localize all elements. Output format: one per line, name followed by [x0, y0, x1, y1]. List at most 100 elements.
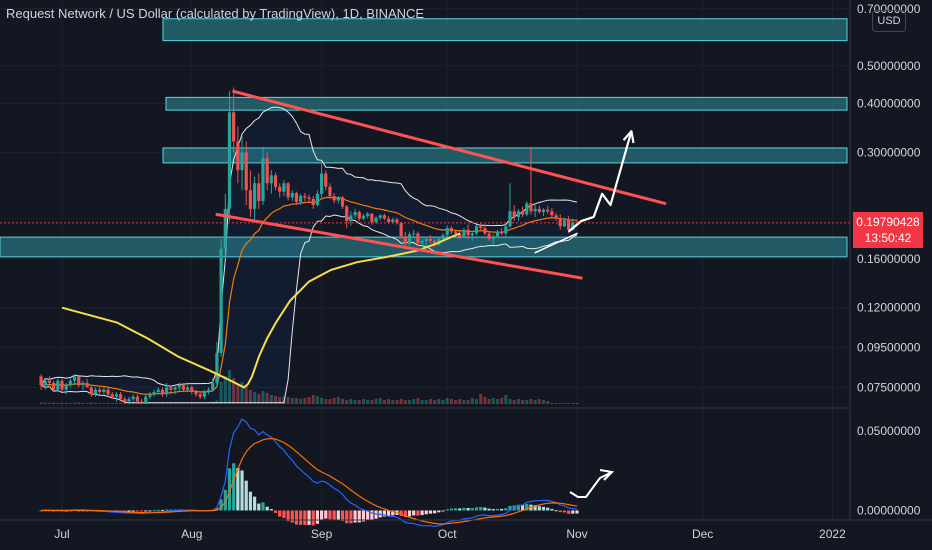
candle-body	[253, 183, 257, 209]
candle-body	[378, 215, 382, 218]
volume-bar	[215, 400, 219, 404]
macd-histogram-bar	[156, 509, 160, 511]
volume-bar	[387, 399, 391, 404]
macd-histogram-bar	[445, 509, 449, 511]
candle-body	[458, 233, 462, 238]
candle-body	[319, 173, 324, 194]
macd-histogram-bar	[299, 510, 303, 525]
candle-body	[93, 389, 98, 395]
volume-bar	[537, 399, 541, 404]
candle-body	[72, 376, 77, 381]
candle-body	[60, 380, 64, 390]
macd-histogram-bar	[265, 506, 269, 511]
macd-histogram-bar	[219, 499, 223, 511]
volume-bar	[424, 400, 428, 404]
volume-bar	[211, 402, 215, 404]
macd-histogram-bar	[345, 510, 349, 524]
price-tick-label: 0.07500000	[857, 380, 921, 394]
candle-body	[68, 380, 72, 386]
price-zone	[0, 236, 848, 258]
volume-bar	[274, 396, 278, 404]
price-axis[interactable]: 0.700000000.500000000.400000000.30000000…	[849, 0, 932, 550]
candle-body	[186, 387, 190, 390]
macd-histogram-bar	[236, 467, 240, 511]
candle-body	[516, 211, 520, 217]
volume-bar	[408, 400, 412, 404]
grid-lines	[0, 0, 850, 520]
candle-body	[336, 197, 340, 201]
macd-histogram-bar	[290, 510, 294, 523]
sma200-line	[61, 232, 461, 389]
candle-body	[453, 231, 458, 234]
trend-channel[interactable]	[215, 89, 667, 280]
macd-histogram-bar	[244, 480, 248, 511]
macd-histogram-bar	[495, 508, 500, 511]
candle-body	[500, 231, 504, 234]
macd-histogram-bar	[307, 510, 311, 525]
candle-body	[332, 195, 336, 201]
candlesticks	[39, 87, 579, 404]
time-tick-label: Dec	[692, 527, 713, 541]
macd-histogram-bar	[324, 510, 328, 519]
volume-bar	[131, 402, 135, 404]
projection-arrow[interactable]	[567, 130, 635, 233]
volume-bar	[361, 399, 365, 404]
candle-body	[211, 382, 215, 390]
volume-bar	[64, 402, 68, 404]
volume-bar	[575, 403, 579, 404]
macd-tick-label: 0.05000000	[857, 424, 921, 438]
candle-body	[508, 211, 512, 227]
candle-body	[370, 213, 374, 222]
volume-bar	[244, 386, 248, 404]
volume-bar	[307, 397, 311, 404]
price-tick-label: 0.16000000	[857, 252, 921, 266]
candle-body	[156, 389, 160, 392]
volume-bar	[106, 402, 110, 404]
candle-body	[77, 376, 81, 386]
volume-bar	[332, 398, 336, 404]
volume-bar	[73, 402, 77, 404]
macd-histogram-bar	[466, 508, 470, 511]
macd-histogram-bar	[537, 506, 541, 511]
volume-bar	[278, 397, 282, 404]
volume-bar	[495, 399, 499, 404]
time-axis[interactable]: Jul Aug Sep Oct Nov Dec 2022	[0, 519, 932, 541]
macd-histogram-bar	[361, 510, 366, 522]
macd-histogram-bar	[85, 510, 89, 512]
candle-body	[257, 183, 261, 202]
macd-histogram-bar	[336, 510, 340, 521]
macd-histogram-bar	[386, 510, 391, 517]
volume-bar	[546, 401, 550, 404]
currency-badge[interactable]: USD	[872, 10, 906, 32]
volume-bar	[119, 402, 123, 404]
macd-histogram-bar	[453, 508, 458, 511]
price-tick-label: 0.40000000	[857, 97, 921, 111]
macd-histogram-bar	[286, 510, 290, 522]
volume-bar	[232, 378, 236, 404]
volume-bar	[542, 400, 546, 404]
projection-arrowhead	[622, 130, 635, 144]
volume-bar	[261, 391, 265, 404]
macd-pane	[39, 418, 615, 527]
volume-bar	[160, 403, 164, 404]
candle-body	[391, 219, 395, 222]
macd-histogram-bar	[273, 510, 278, 513]
volume-bar	[165, 402, 169, 404]
macd-histogram-bar	[227, 468, 232, 511]
macd-histogram-bar	[39, 510, 43, 512]
volume-bar	[567, 403, 571, 404]
macd-histogram-bar	[441, 510, 445, 512]
candle-body	[248, 190, 253, 209]
volume-bar	[98, 403, 102, 404]
macd-histogram-bar	[550, 508, 554, 511]
volume-bar	[223, 376, 227, 404]
candle-body	[227, 112, 232, 209]
candle-body	[123, 399, 127, 402]
macd-histogram-bar	[520, 504, 525, 511]
candle-body	[198, 394, 202, 397]
candle-body	[106, 389, 110, 395]
channel-lower-line	[215, 212, 583, 280]
macd-histogram-bar	[558, 510, 562, 513]
candle-body	[512, 211, 516, 217]
